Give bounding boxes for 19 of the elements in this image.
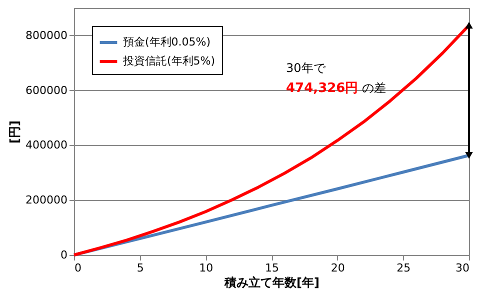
- x-tick-label: 15: [265, 262, 279, 274]
- y-tick-label: 400000: [26, 138, 68, 152]
- x-tick-label: 30: [456, 262, 470, 274]
- y-tick-label: 0: [60, 248, 68, 262]
- annotation: 474,326円: [286, 81, 358, 96]
- x-tick-label: 5: [136, 262, 144, 274]
- x-tick-label: 25: [396, 262, 411, 274]
- y-tick-label: 800000: [26, 28, 68, 42]
- legend-label: 投資信託(年利5%): [122, 54, 216, 68]
- y-tick-label: 600000: [26, 84, 68, 97]
- x-tick-label: 10: [199, 262, 214, 274]
- annotation: 30年で: [286, 61, 326, 75]
- x-tick-label: 0: [74, 262, 82, 274]
- y-tick-label: 200000: [26, 194, 68, 207]
- y-axis-title: [円]: [8, 120, 22, 144]
- x-tick-label: 20: [330, 262, 345, 274]
- x-axis-title: 積み立て年数[年]: [224, 276, 320, 290]
- legend-label: 預金(年利0.05%): [123, 36, 211, 48]
- annotation: の差: [362, 81, 386, 95]
